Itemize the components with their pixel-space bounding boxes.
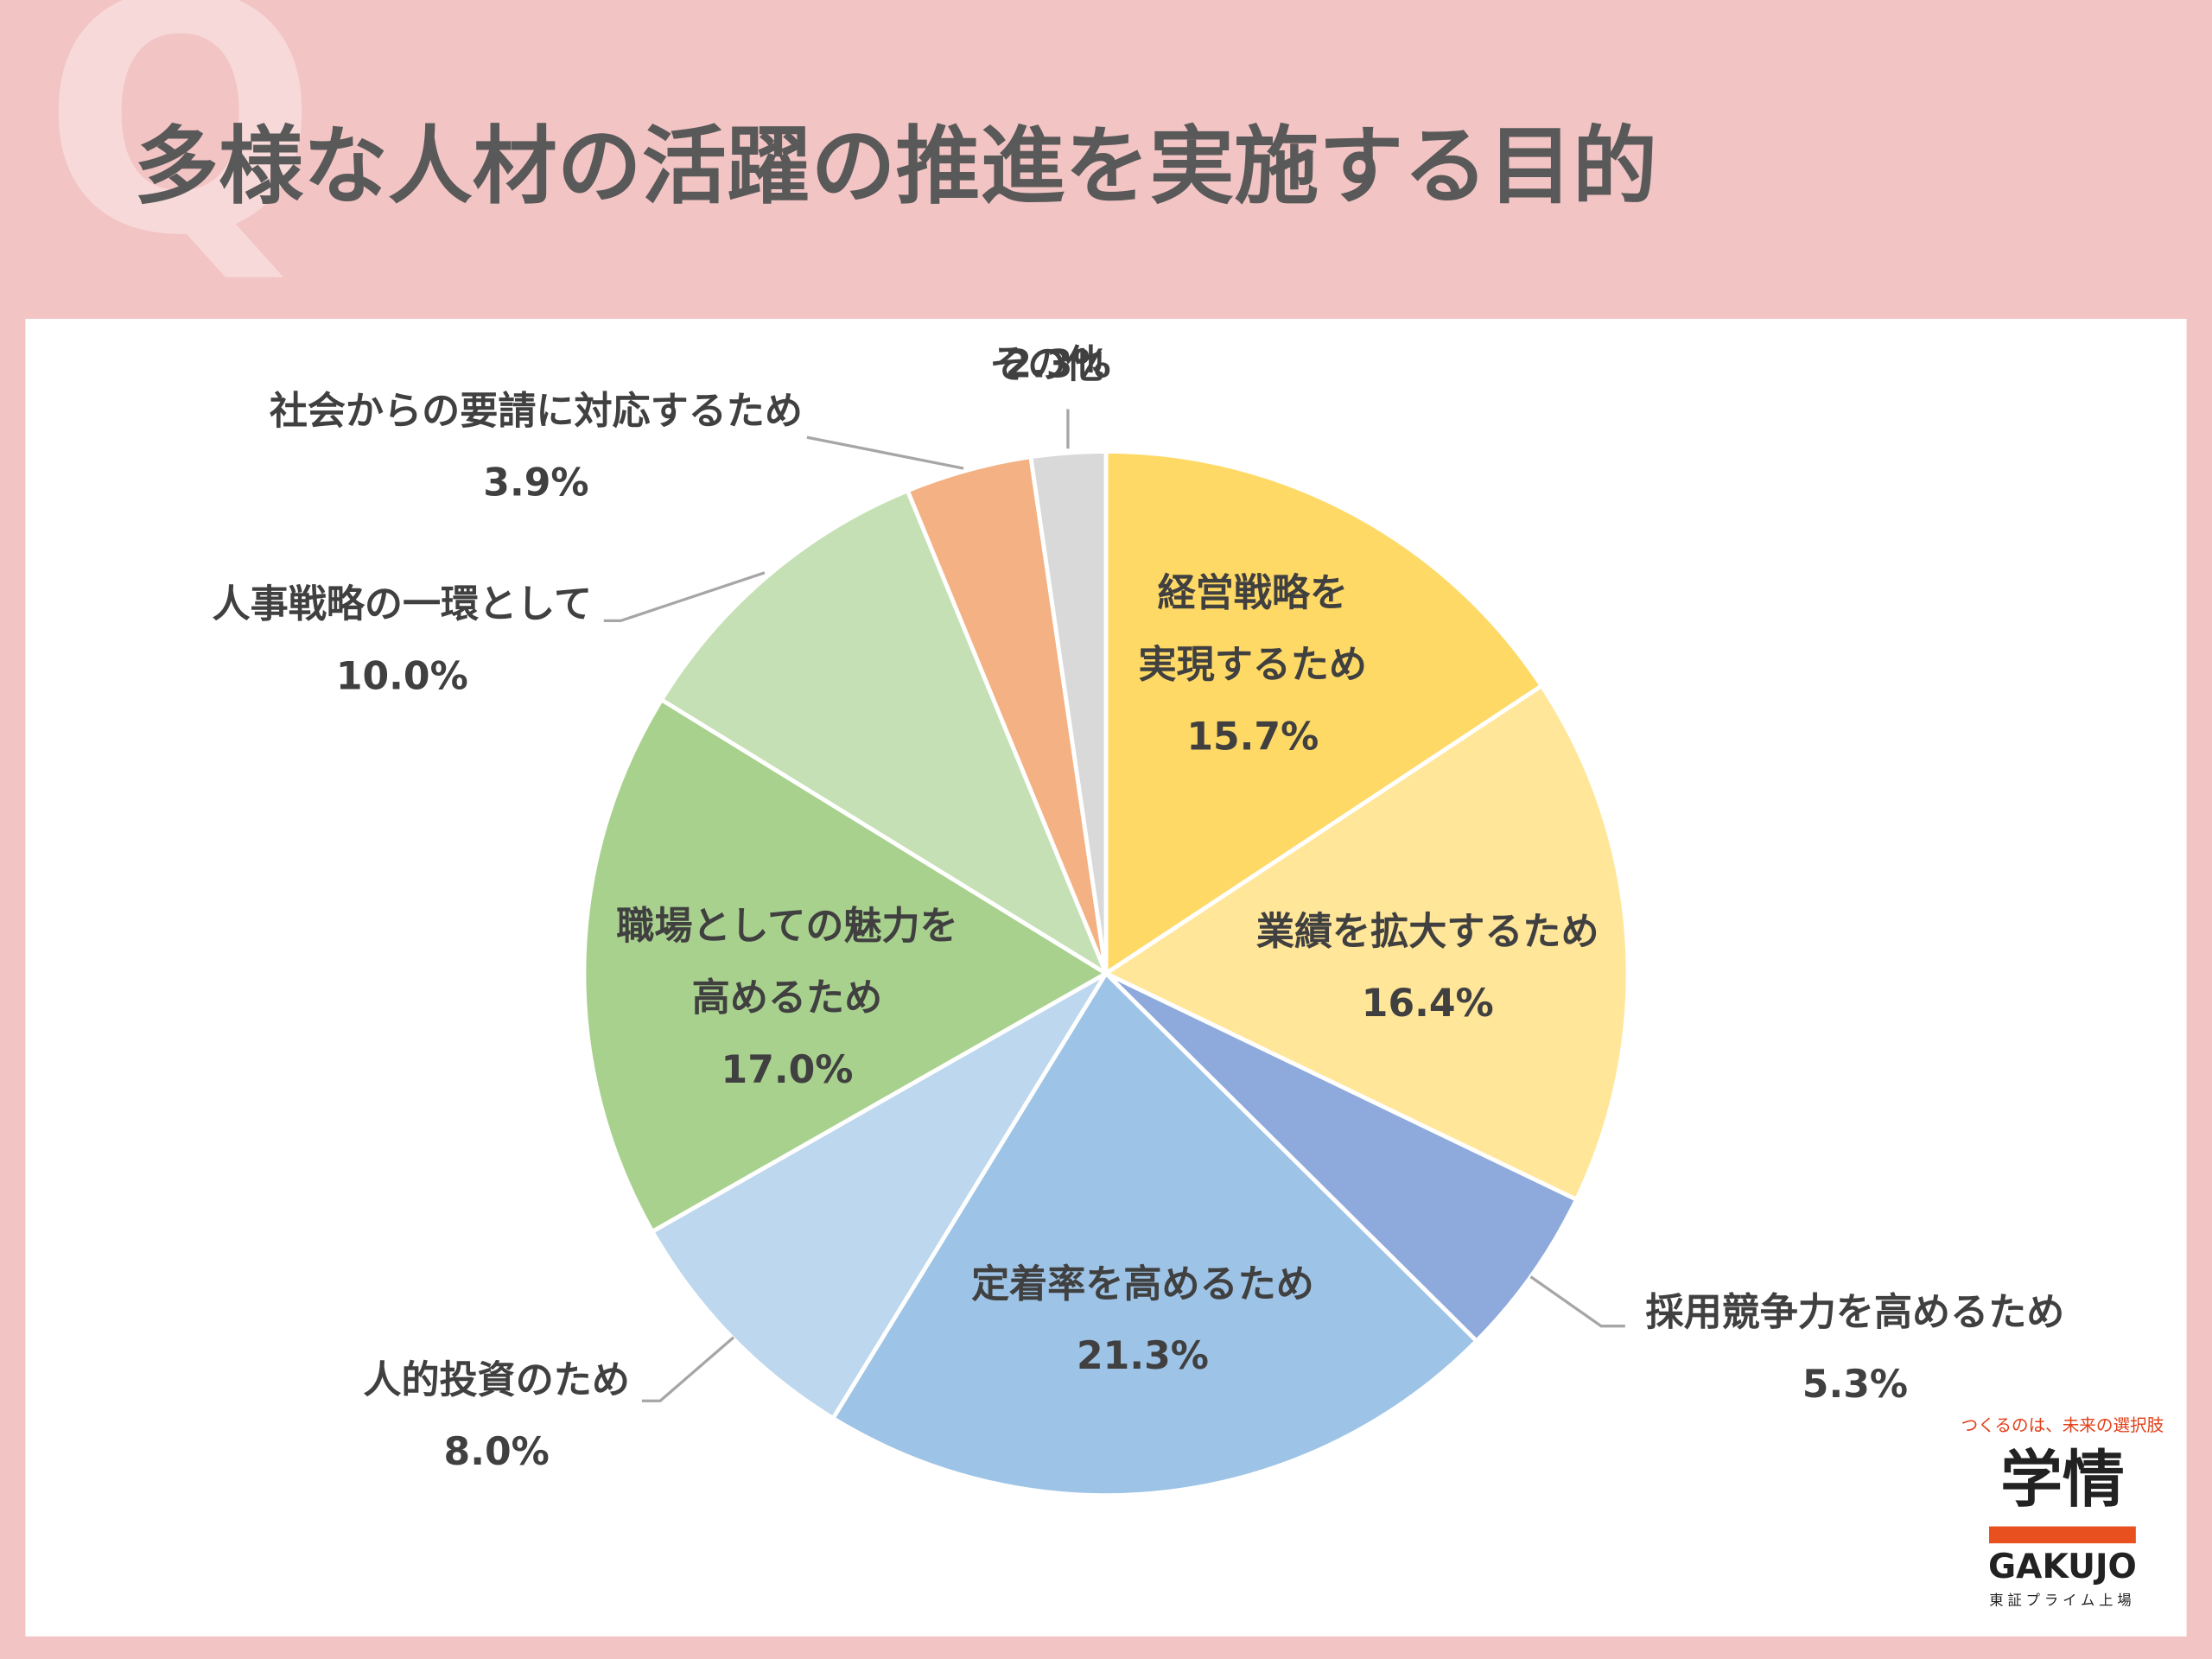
pie-slice — [1103, 448, 1545, 978]
pie-slice — [582, 696, 1110, 1235]
chart-title: 多様な人材の活躍の推進を実施する目的 — [134, 118, 1657, 216]
leader-line — [603, 571, 766, 622]
leader-line — [806, 435, 964, 470]
category-label: 社会からの要請に対応するため — [270, 389, 803, 433]
category-label: 経営戦略を実現するため — [1139, 571, 1367, 687]
category-label: 職場としての魅力を高めるため — [616, 904, 957, 1020]
category-label: 人事戦略の一環として — [213, 582, 592, 626]
category-label: 業績を拡大するため — [1256, 910, 1599, 954]
pie-slice — [649, 971, 1109, 1421]
category-label: 採用競争力を高めるため — [1646, 1291, 2065, 1335]
value-label: 21.3% — [1077, 1334, 1209, 1378]
pie-slice — [1102, 683, 1630, 1203]
logo-note: 東証プライム上場 — [1989, 1592, 2135, 1609]
value-label: 17.0% — [721, 1048, 854, 1092]
value-label: 2.3% — [1005, 342, 1110, 386]
pie-slice — [830, 969, 1480, 1498]
category-label: 定着率を高めるため — [971, 1262, 1314, 1306]
value-label: 16.4% — [1362, 982, 1494, 1026]
logo-name: 学情 — [2000, 1443, 2125, 1516]
logo-tagline: つくるのは、未来の選択肢 — [1961, 1415, 2164, 1435]
category-label: その他 — [989, 342, 1103, 386]
value-label: 10.0% — [336, 654, 468, 698]
leader-line — [1529, 1275, 1625, 1328]
q-decoration: Q — [42, 0, 318, 307]
leader-line — [641, 1336, 735, 1402]
pie-slice — [1028, 448, 1109, 974]
category-label: 人的投資のため — [363, 1358, 630, 1402]
value-label: 3.9% — [483, 461, 588, 505]
pie-slice — [658, 487, 1111, 979]
pie — [582, 448, 1630, 1498]
labels: 経営戦略を実現するため 15.7% 業績を拡大するため 16.4% 採用競争力を高めるた… — [213, 342, 2065, 1474]
value-label: 15.7% — [1186, 715, 1319, 760]
value-label: 8.0% — [444, 1430, 550, 1474]
logo-bar — [1989, 1526, 2136, 1544]
value-label: 5.3% — [1802, 1363, 1908, 1407]
pie-slice — [1104, 971, 1580, 1344]
logo-latin: GAKUJO — [1988, 1548, 2137, 1586]
